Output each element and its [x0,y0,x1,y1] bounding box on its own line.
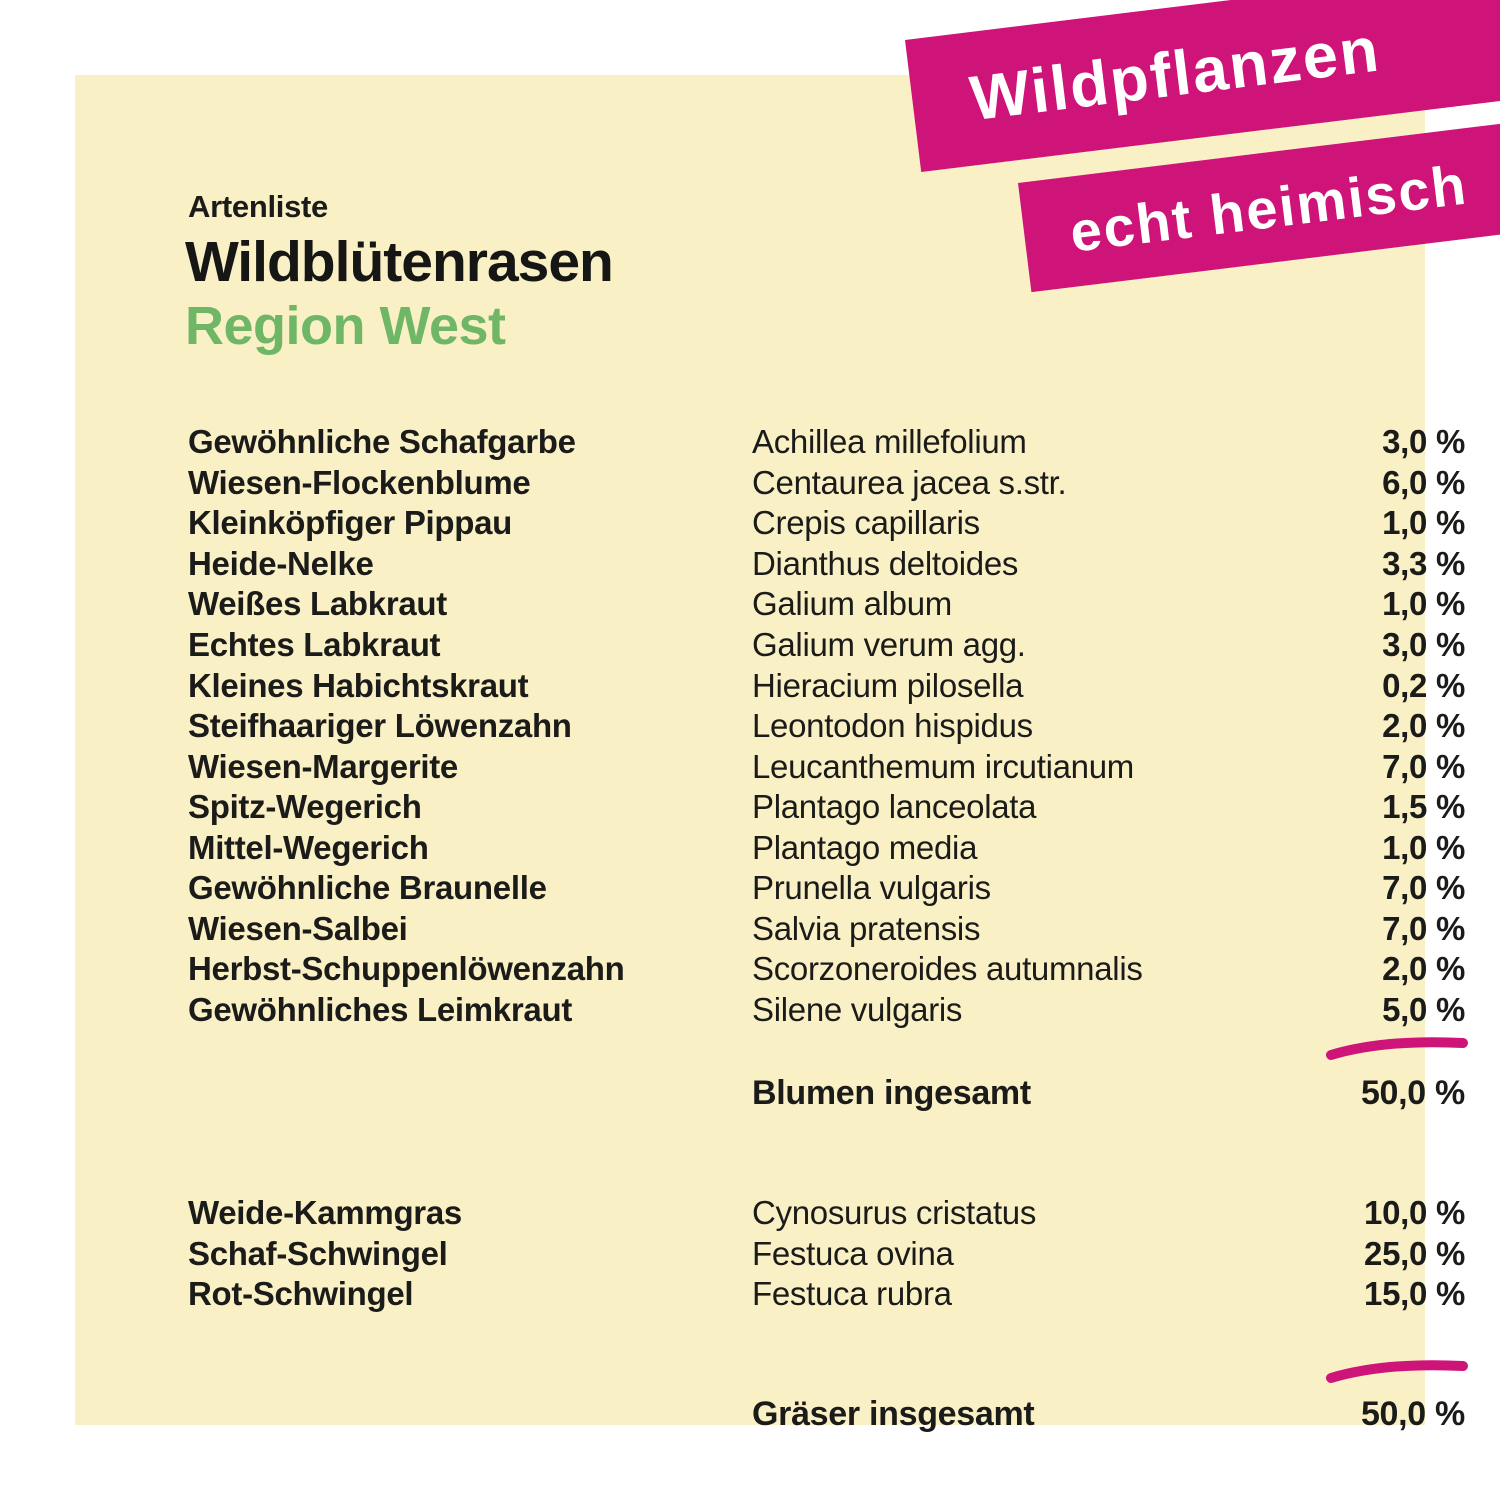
species-percent-value: 2,0 % [1382,707,1465,745]
species-percent-value: 5,0 % [1382,990,1465,1028]
species-common-name: Wiesen-Margerite [188,747,458,785]
species-latin-name: Plantago media [752,828,978,866]
species-common-name: Kleinköpfiger Pippau [188,504,513,542]
species-percent-value: 7,0 % [1382,869,1465,907]
species-row: Echtes Labkraut Galium verum agg. 3,0 % [188,625,1465,666]
species-percent-value: 3,3 % [1382,544,1465,582]
species-row: Wiesen-Margerite Leucanthemum ircutianum… [188,746,1465,787]
species-percent-value: 6,0 % [1382,463,1465,501]
species-percent-value: 0,2 % [1382,666,1465,704]
species-row: Kleines Habichtskraut Hieracium pilosell… [188,665,1465,706]
species-latin-name: Achillea millefolium [752,423,1027,461]
species-percent-value: 15,0 % [1364,1275,1465,1313]
species-percent-value: 7,0 % [1382,909,1465,947]
species-common-name: Gewöhnliche Schafgarbe [188,423,576,461]
species-percent-value: 1,0 % [1382,504,1465,542]
grasses-total-row: Gräser insgesamt 50,0 % [752,1393,1465,1435]
species-common-name: Spitz-Wegerich [188,788,422,826]
flowers-total-value: 50,0 % [1360,1073,1465,1112]
species-percent-value: 3,0 % [1382,423,1465,461]
page-title: Wildblütenrasen [185,230,614,294]
species-row: Gewöhnliches Leimkraut Silene vulgaris 5… [188,990,1465,1031]
species-latin-name: Silene vulgaris [752,990,963,1028]
flowers-total-label: Blumen ingesamt [752,1073,1031,1112]
species-row: Wiesen-Salbei Salvia pratensis 7,0 % [188,909,1465,950]
flowers-total-row: Blumen ingesamt 50,0 % [752,1072,1465,1114]
species-row: Heide-Nelke Dianthus deltoides 3,3 % [188,544,1465,585]
species-common-name: Weißes Labkraut [188,585,447,623]
species-common-name: Mittel-Wegerich [188,828,429,866]
species-common-name: Kleines Habichtskraut [188,666,529,704]
flowers-table: Gewöhnliche Schafgarbe Achillea millefol… [188,422,1465,1030]
species-latin-name: Cynosurus cristatus [752,1194,1037,1232]
species-latin-name: Centaurea jacea s.str. [752,463,1067,501]
species-latin-name: Galium verum agg. [752,626,1026,663]
species-percent-value: 1,0 % [1382,828,1465,866]
species-percent-value: 10,0 % [1364,1194,1465,1232]
species-row: Gewöhnliche Braunelle Prunella vulgaris … [188,868,1465,909]
species-common-name: Wiesen-Salbei [188,909,408,947]
species-common-name: Schaf-Schwingel [188,1234,448,1272]
grasses-table: Weide-Kammgras Cynosurus cristatus 10,0 … [188,1193,1465,1315]
species-list-card: Artenliste Wildblütenrasen Region West G… [75,75,1468,1433]
species-row: Schaf-Schwingel Festuca ovina 25,0 % [188,1234,1465,1275]
species-latin-name: Festuca ovina [752,1234,954,1272]
species-row: Rot-Schwingel Festuca rubra 15,0 % [188,1274,1465,1315]
species-common-name: Wiesen-Flockenblume [188,463,531,501]
species-common-name: Heide-Nelke [188,544,374,582]
species-common-name: Steifhaariger Löwenzahn [188,707,572,745]
species-common-name: Echtes Labkraut [188,626,441,663]
species-common-name: Rot-Schwingel [188,1275,414,1313]
species-row: Weide-Kammgras Cynosurus cristatus 10,0 … [188,1193,1465,1234]
species-latin-name: Hieracium pilosella [752,666,1024,704]
species-common-name: Weide-Kammgras [188,1194,462,1232]
species-row: Steifhaariger Löwenzahn Leontodon hispid… [188,706,1465,747]
region-subtitle: Region West [185,296,506,356]
species-common-name: Gewöhnliche Braunelle [188,869,547,907]
species-row: Herbst-Schuppenlöwenzahn Scorzoneroides … [188,949,1465,990]
banner-wildpflanzen-text: Wildpflanzen [966,13,1384,134]
species-latin-name: Salvia pratensis [752,909,981,947]
species-latin-name: Galium album [752,585,952,623]
species-row: Gewöhnliche Schafgarbe Achillea millefol… [188,422,1465,463]
grasses-total-highlight-swoosh [1326,1360,1468,1383]
species-row: Mittel-Wegerich Plantago media 1,0 % [188,827,1465,868]
species-percent-value: 7,0 % [1382,747,1465,785]
species-percent-value: 2,0 % [1382,950,1465,988]
species-latin-name: Leontodon hispidus [752,707,1033,745]
grasses-total-label: Gräser insgesamt [752,1394,1035,1433]
flowers-total-highlight-swoosh [1326,1037,1468,1060]
list-kicker: Artenliste [188,189,328,224]
species-percent-value: 25,0 % [1364,1234,1465,1272]
species-latin-name: Prunella vulgaris [752,869,991,907]
grasses-total-value: 50,0 % [1360,1394,1465,1433]
species-percent-value: 3,0 % [1382,626,1465,663]
species-latin-name: Plantago lanceolata [752,788,1037,826]
species-row: Spitz-Wegerich Plantago lanceolata 1,5 % [188,787,1465,828]
species-latin-name: Leucanthemum ircutianum [752,747,1134,785]
species-common-name: Gewöhnliches Leimkraut [188,990,573,1028]
species-latin-name: Scorzoneroides autumnalis [752,950,1143,988]
species-latin-name: Dianthus deltoides [752,544,1019,582]
species-percent-value: 1,5 % [1382,788,1465,826]
species-row: Kleinköpfiger Pippau Crepis capillaris 1… [188,503,1465,544]
species-latin-name: Festuca rubra [752,1275,952,1313]
species-row: Wiesen-Flockenblume Centaurea jacea s.st… [188,463,1465,504]
species-percent-value: 1,0 % [1382,585,1465,623]
species-row: Weißes Labkraut Galium album 1,0 % [188,584,1465,625]
species-common-name: Herbst-Schuppenlöwenzahn [188,950,625,988]
species-latin-name: Crepis capillaris [752,504,980,542]
